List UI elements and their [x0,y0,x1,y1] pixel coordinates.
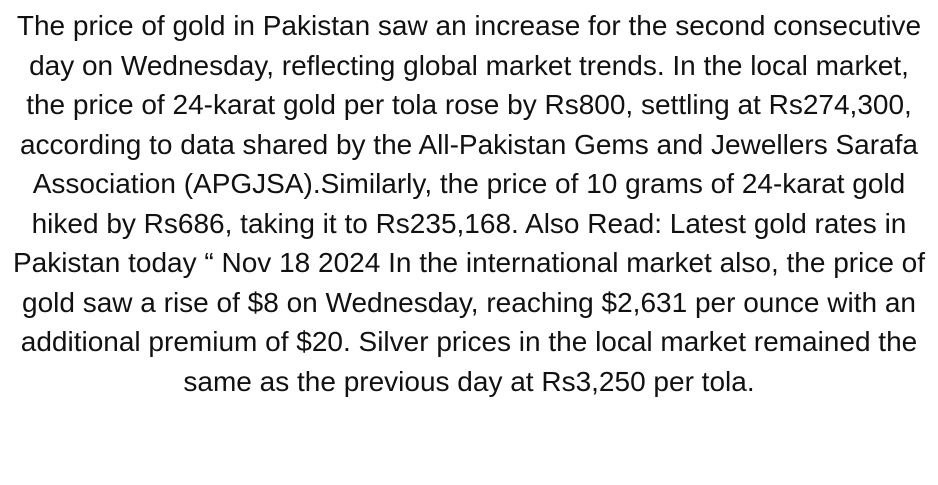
article-body-text: The price of gold in Pakistan saw an inc… [12,10,926,397]
